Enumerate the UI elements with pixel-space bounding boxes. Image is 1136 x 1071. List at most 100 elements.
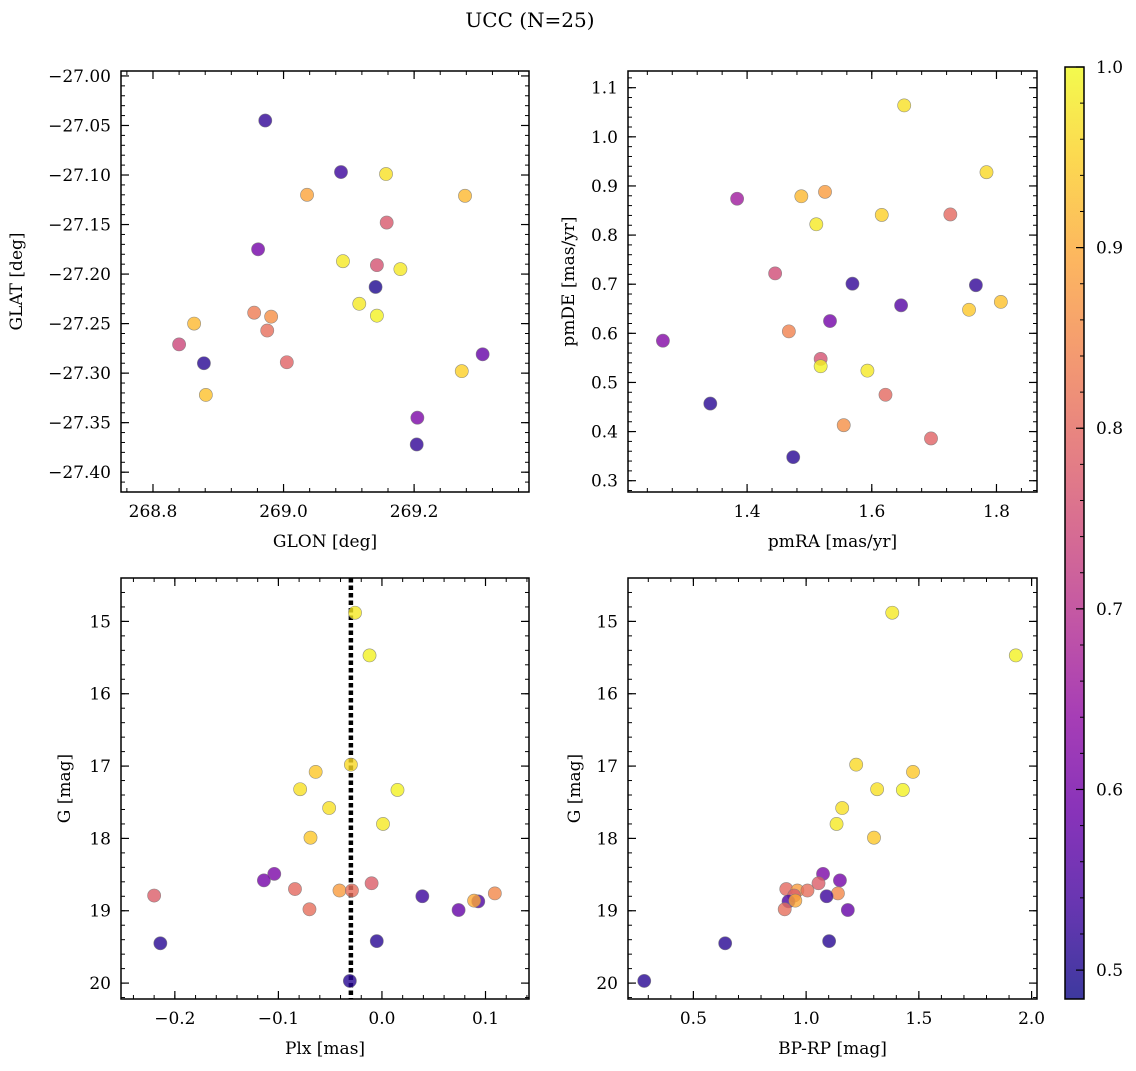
data-layer: [656, 98, 1008, 465]
scatter-point: [147, 888, 162, 903]
scatter-point: [247, 305, 262, 320]
scatter-point: [197, 356, 211, 371]
scatter-point: [369, 308, 384, 323]
scatter-point: [288, 882, 302, 896]
scatter-point: [656, 333, 670, 348]
scatter-point: [260, 323, 275, 338]
figure-title: UCC (N=25): [465, 8, 594, 32]
scatter-point: [334, 165, 348, 179]
colorbar-gradient: [1065, 67, 1084, 999]
y-tick-label: −27.25: [48, 315, 111, 335]
y-tick-label: 18: [89, 829, 111, 849]
scatter-point: [410, 410, 425, 425]
scatter-point: [251, 242, 265, 257]
y-tick-label: 1.0: [591, 128, 618, 148]
colorbar-tick-label: 0.8: [1096, 419, 1123, 439]
x-tick-label: 0.0: [368, 1009, 395, 1029]
y-tick-label: −27.35: [48, 414, 111, 434]
x-tick-label: −0.2: [154, 1009, 195, 1029]
y-tick-label: −27.20: [48, 265, 111, 285]
axes-frame: [120, 70, 530, 493]
axes-frame: [627, 70, 1038, 493]
scatter-point: [835, 801, 850, 815]
colorbar-tick-label: 1.0: [1096, 58, 1123, 78]
axes-frame: [120, 577, 530, 1000]
scatter-point: [836, 418, 851, 433]
panel-pm: 1.4 1.6 1.8 0.3 0.4 0.5 0.6 0.7 0.8 0.9 1.0 1.1 pmRA…: [559, 70, 1038, 552]
panel-glon-glat: 268.8 269.0 269.2 −27.00 −27.05 −27.10 −27.15 −…: [7, 67, 530, 552]
y-tick-label: 1.1: [591, 79, 618, 99]
scatter-point: [811, 876, 826, 891]
x-tick-label: 1.6: [858, 502, 885, 522]
scatter-point: [187, 316, 202, 331]
y-tick-label: −27.15: [48, 216, 111, 236]
scatter-point: [302, 902, 317, 917]
y-tick-label: 19: [89, 902, 111, 922]
y-tick-label: 15: [596, 612, 618, 632]
scatter-point: [637, 974, 652, 988]
scatter-point: [352, 296, 367, 311]
scatter-point: [415, 889, 430, 904]
scatter-point: [906, 764, 920, 779]
scatter-point: [364, 876, 379, 891]
y-tick-label: −27.00: [48, 67, 111, 87]
scatter-point: [454, 364, 469, 379]
scatter-point: [293, 782, 308, 797]
scatter-point: [924, 431, 938, 446]
scatter-point: [368, 280, 383, 294]
scatter-point: [487, 886, 502, 901]
y-tick-label: 0.5: [591, 373, 618, 393]
colorbar-tick-label: 0.6: [1096, 780, 1123, 800]
scatter-point: [895, 783, 910, 797]
scatter-point: [279, 355, 294, 370]
scatter-point: [336, 254, 350, 269]
scatter-point: [703, 396, 718, 411]
y-tick-label: 15: [89, 612, 111, 632]
y-tick-label: −27.30: [48, 364, 111, 384]
scatter-point: [458, 188, 472, 203]
x-tick-label: 2.0: [1018, 1009, 1045, 1029]
axes-frame: [627, 577, 1038, 1000]
y-tick-label: 0.7: [591, 275, 618, 295]
scatter-point: [300, 187, 314, 202]
scatter-point: [962, 302, 976, 317]
y-tick-label: −27.40: [48, 463, 111, 483]
scatter-point: [322, 801, 337, 815]
y-tick-label: 0.6: [591, 324, 618, 344]
y-tick-label: 17: [596, 757, 618, 777]
scatter-point: [264, 309, 279, 324]
scatter-point: [267, 866, 282, 881]
y-tick-label: −27.10: [48, 166, 111, 186]
scatter-point: [870, 782, 885, 797]
scatter-point: [849, 757, 864, 772]
scatter-point: [257, 873, 271, 888]
scatter-point: [362, 648, 377, 663]
scatter-point: [993, 294, 1008, 309]
scatter-point: [390, 783, 405, 797]
scatter-point: [840, 903, 855, 917]
scatter-point: [467, 893, 482, 908]
scatter-point: [768, 266, 783, 281]
scatter-point: [786, 450, 801, 465]
x-tick-label: 1.5: [905, 1009, 932, 1029]
scatter-point: [198, 388, 213, 402]
colorbar: 0.5 0.6 0.7 0.8 0.9 1.0: [1064, 58, 1123, 1000]
y-tick-label: 0.9: [591, 177, 618, 197]
scatter-point: [822, 934, 837, 949]
panel-plx-g: −0.2 −0.1 0.0 0.1 15 16 17 18 19 20 Plx [mas] G [ma…: [55, 577, 530, 1059]
scatter-point: [968, 278, 983, 293]
scatter-point: [153, 936, 168, 951]
x-axis-label: BP-RP [mag]: [778, 1039, 887, 1059]
y-tick-label: 16: [89, 685, 111, 705]
y-tick-label: 19: [596, 902, 618, 922]
scatter-point: [809, 217, 824, 232]
scatter-point: [819, 889, 834, 904]
x-tick-label: 1.0: [793, 1009, 820, 1029]
y-tick-label: 0.3: [591, 472, 618, 492]
scatter-point: [943, 207, 958, 222]
scatter-point: [369, 258, 384, 273]
scatter-point: [860, 363, 875, 378]
scatter-point: [845, 276, 860, 291]
scatter-point: [348, 605, 362, 620]
